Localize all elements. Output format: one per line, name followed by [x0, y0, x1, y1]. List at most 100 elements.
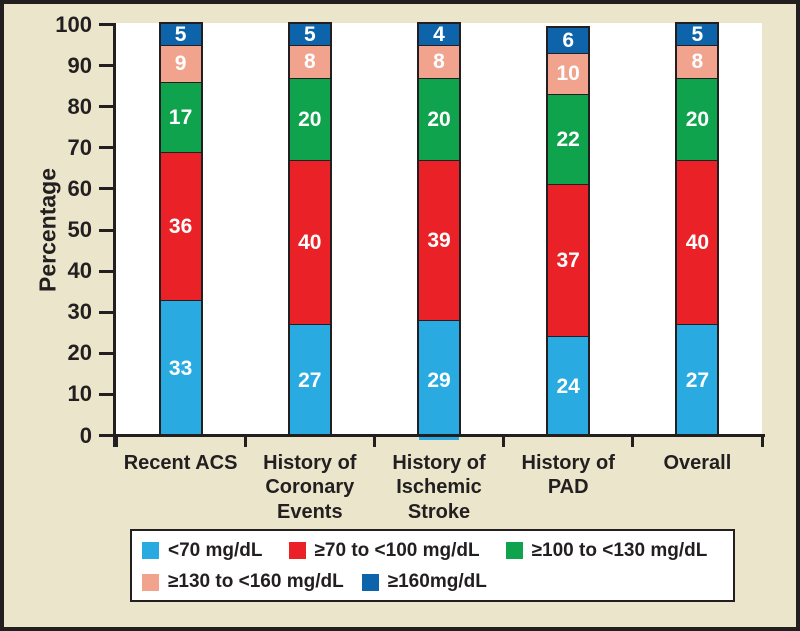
- x-category-label: Recent ACS: [123, 452, 238, 474]
- legend-swatch: [142, 573, 159, 591]
- x-category-label: History of PAD: [521, 452, 615, 499]
- bar-segment: 29: [419, 320, 459, 440]
- x-tick: [631, 437, 635, 447]
- bar-segment: 40: [289, 160, 330, 325]
- legend-item: <70 mg/dL: [142, 540, 263, 562]
- y-tick: [99, 105, 116, 109]
- y-tick-label: 80: [67, 93, 92, 119]
- y-tick: [99, 392, 116, 396]
- bar: 5 8 20 40 27: [287, 22, 332, 437]
- x-category-label: Overall: [663, 452, 732, 474]
- bar: 4 8 20 39 29: [417, 22, 461, 440]
- y-tick: [99, 351, 116, 355]
- y-tick-label: 60: [67, 175, 92, 201]
- y-tick: [99, 310, 116, 314]
- x-tick: [372, 437, 376, 447]
- bar-value-label: 36: [168, 214, 193, 238]
- x-tick: [114, 437, 118, 447]
- legend-item: ≥70 to <100 mg/dL: [288, 539, 480, 562]
- bar-segment: 5: [289, 23, 330, 46]
- plot-area: 5 9 17 36 33 5 8 20 40 27 4 8 20 39 29 6 10 22 37 24 5 8 20 40 2…: [116, 22, 762, 440]
- bar-value-label: 33: [168, 356, 193, 380]
- bar-value-label: 8: [433, 50, 445, 74]
- legend-label: ≥100 to <130 mg/dL: [531, 539, 708, 561]
- legend-swatch: [505, 542, 523, 560]
- bar-value-label: 20: [685, 107, 710, 131]
- bar-value-label: 20: [427, 107, 451, 131]
- bar-segment: 20: [677, 77, 718, 161]
- bar-value-label: 5: [303, 23, 316, 46]
- legend-row: <70 mg/dL ≥70 to <100 mg/dL ≥100 to <130 m…: [142, 535, 723, 566]
- bar-value-label: 17: [168, 105, 193, 129]
- bar-value-label: 10: [556, 62, 580, 86]
- x-tick: [760, 437, 764, 447]
- y-tick-label: 10: [67, 381, 92, 407]
- bar-segment: 22: [548, 93, 589, 185]
- legend-item: ≥160mg/dL: [361, 571, 487, 593]
- legend-swatch: [288, 542, 306, 560]
- y-tick: [99, 64, 116, 68]
- x-tick: [243, 437, 247, 447]
- legend-label: <70 mg/dL: [168, 539, 263, 561]
- bar-value-label: 39: [427, 229, 451, 253]
- bar-segment: 36: [160, 151, 201, 300]
- bar-segment: 20: [419, 77, 459, 161]
- bar-value-label: 5: [691, 23, 704, 46]
- bar-value-label: 40: [298, 231, 322, 255]
- bar-segment: 5: [160, 24, 201, 45]
- bar-segment: 20: [289, 77, 330, 161]
- bar-segment: 37: [548, 184, 589, 337]
- bar-value-label: 22: [556, 128, 580, 152]
- legend-swatch: [361, 573, 379, 591]
- legend-label: ≥130 to <160 mg/dL: [168, 571, 344, 593]
- bar: 5 8 20 40 27: [675, 22, 720, 437]
- y-tick: [99, 269, 116, 273]
- legend-label: ≥160mg/dL: [387, 571, 487, 593]
- bar-segment: 27: [677, 324, 718, 436]
- bar-segment: 27: [289, 324, 330, 436]
- x-category-label: History of Coronary Events: [263, 452, 357, 523]
- bar-value-label: 8: [303, 50, 316, 74]
- bar-value-label: 27: [685, 368, 710, 392]
- bar-value-label: 40: [685, 231, 710, 255]
- y-tick-label: 90: [67, 52, 92, 78]
- bar-segment: 6: [548, 28, 589, 53]
- x-tick: [502, 437, 506, 447]
- y-tick-label: 50: [67, 217, 92, 242]
- bar-value-label: 24: [556, 374, 580, 398]
- bar: 5 9 17 36 33: [158, 22, 203, 437]
- bar-value-label: 4: [433, 23, 445, 46]
- bar-segment: 39: [419, 160, 459, 321]
- bar-segment: 40: [677, 160, 718, 325]
- y-tick: [99, 187, 116, 191]
- bar-segment: 33: [160, 299, 201, 436]
- bar-value-label: 20: [298, 107, 322, 131]
- y-tick: [99, 23, 116, 26]
- bar-segment: 24: [548, 336, 589, 435]
- bar-value-label: 6: [562, 28, 575, 52]
- bar-segment: 8: [419, 45, 459, 78]
- y-tick-label: 40: [67, 258, 92, 284]
- bar-segment: 5: [677, 23, 718, 46]
- legend-label: ≥70 to <100 mg/dL: [314, 539, 480, 561]
- y-tick: [99, 434, 116, 437]
- bar-segment: 4: [419, 24, 459, 45]
- bar: 6 10 22 37 24: [546, 26, 591, 437]
- bar-segment: 17: [160, 81, 201, 152]
- bar-segment: 10: [548, 52, 589, 94]
- y-tick-label: 100: [55, 11, 92, 37]
- legend-row: ≥130 to <160 mg/dL ≥160mg/dL: [142, 567, 723, 598]
- bar-value-label: 27: [298, 368, 322, 392]
- y-tick-label: 70: [67, 134, 92, 160]
- y-tick-label: 0: [79, 422, 92, 448]
- bar-segment: 8: [289, 45, 330, 78]
- bar-segment: 9: [160, 45, 201, 82]
- y-axis-line: [113, 23, 116, 447]
- x-axis-line: [113, 434, 765, 437]
- bar-value-label: 8: [691, 50, 704, 74]
- bar-value-label: 37: [556, 249, 580, 273]
- y-tick: [99, 228, 116, 232]
- legend-swatch: [142, 542, 159, 560]
- y-tick-label: 20: [67, 340, 92, 366]
